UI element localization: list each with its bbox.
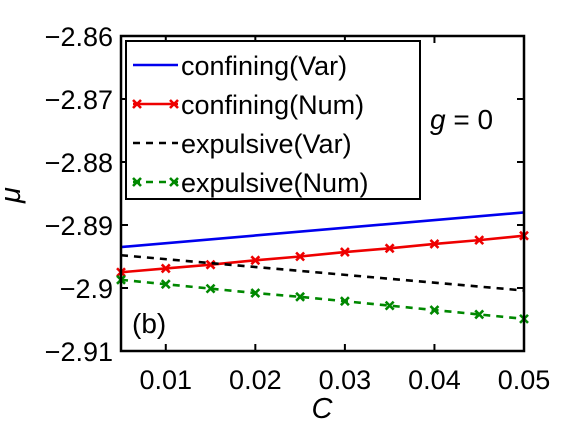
- series-line-2: [120, 253, 525, 292]
- g-annotation-symbol: g: [430, 104, 446, 135]
- series-3-point-stroke-b: [295, 291, 306, 302]
- legend: confining(Var) confining(Num) expulsive(Va…: [125, 40, 421, 200]
- legend-marker-3-a-stroke-b: [132, 177, 142, 187]
- series-line-0: [120, 211, 525, 249]
- panel-label: (b): [132, 308, 166, 339]
- series-1-point-stroke-b: [339, 247, 350, 258]
- series-3-point-stroke-b: [339, 296, 350, 307]
- series-1-point: [474, 235, 485, 246]
- series-1-point: [339, 247, 350, 258]
- series-1-point: [429, 238, 440, 249]
- legend-marker-3-a: [132, 177, 142, 187]
- series-layer: [116, 211, 529, 324]
- x-axis-label: C: [312, 393, 334, 423]
- series-3-point: [160, 279, 171, 290]
- series-3-point-stroke-b: [160, 279, 171, 290]
- series-1-point-stroke-b: [160, 263, 171, 274]
- series-1-point-stroke-b: [384, 243, 395, 254]
- series-3-point: [474, 309, 485, 320]
- series-3-point: [295, 291, 306, 302]
- y-tick-label: −2.89: [45, 211, 113, 241]
- series-3-point-stroke-b: [205, 283, 216, 294]
- series-1-point: [250, 255, 261, 266]
- x-tick-label: 0.05: [498, 365, 551, 395]
- series-line-1: [120, 234, 525, 274]
- series-3-point: [384, 300, 395, 311]
- legend-marker-1-b: [169, 99, 179, 109]
- legend-label-1: confining(Num): [181, 90, 364, 120]
- series-line-3: [120, 278, 525, 321]
- series-1-point-stroke-b: [295, 251, 306, 262]
- y-tick-label: −2.91: [45, 337, 113, 367]
- series-1-point-stroke-b: [474, 235, 485, 246]
- x-tick-label: 0.04: [408, 365, 461, 395]
- y-tick-label: −2.88: [45, 148, 113, 178]
- series-3-point: [429, 305, 440, 315]
- legend-marker-1-a: [132, 99, 142, 109]
- legend-marker-1-a-stroke-b: [132, 99, 142, 109]
- series-3-point: [339, 296, 350, 307]
- y-tick-label: −2.86: [45, 22, 113, 52]
- legend-label-0: confining(Var): [181, 51, 347, 81]
- g-annotation-value: = 0: [446, 104, 493, 135]
- x-tick-label: 0.02: [229, 365, 282, 395]
- series-3-point-stroke-b: [474, 309, 485, 320]
- x-tick-label: 0.03: [319, 365, 372, 395]
- legend-marker-3-b: [169, 177, 179, 187]
- series-3-point: [250, 288, 261, 298]
- series-3-point-stroke-b: [429, 305, 440, 315]
- series-1-point-stroke-b: [429, 238, 440, 249]
- series-3-point: [205, 283, 216, 294]
- legend-label-3: expulsive(Num): [181, 168, 369, 198]
- y-tick-label: −2.87: [45, 85, 113, 115]
- legend-marker-1-b-stroke-b: [169, 99, 179, 109]
- y-axis-label: μ: [0, 187, 27, 204]
- series-3-point-stroke-b: [384, 300, 395, 311]
- legend-label-2: expulsive(Var): [181, 129, 352, 159]
- series-1-point-stroke-b: [250, 255, 261, 266]
- legend-marker-3-b-stroke-b: [169, 177, 179, 187]
- tick-layer: 0.01 0.02 0.03 0.04 0.05 −2.86 −2.87 −2.88 −2.89…: [45, 22, 551, 395]
- series-1-point: [160, 263, 171, 274]
- plot-frame: [119, 34, 526, 353]
- legend-box: [125, 40, 421, 200]
- y-tick-label: −2.9: [60, 274, 113, 304]
- series-3-point-stroke-b: [250, 288, 261, 298]
- series-1-point: [384, 243, 395, 254]
- g-annotation: g = 0: [430, 104, 493, 135]
- series-1-point: [295, 251, 306, 262]
- x-tick-label: 0.01: [139, 365, 192, 395]
